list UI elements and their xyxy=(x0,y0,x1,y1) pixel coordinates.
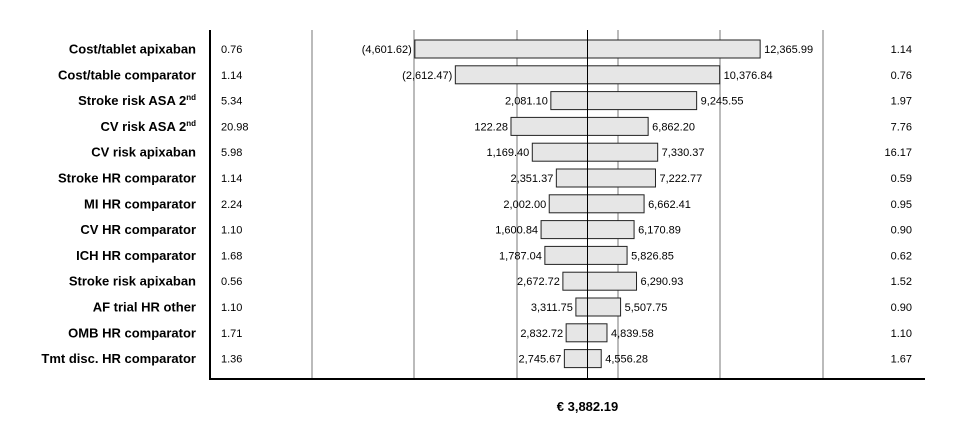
bar-high-label: 6,170.89 xyxy=(638,225,681,237)
tornado-bar xyxy=(550,91,698,111)
low-param-value: 1.36 xyxy=(221,354,242,366)
bar-high-label: 6,662.41 xyxy=(648,199,691,211)
base-value-label: € 3,882.19 xyxy=(557,399,618,414)
high-param-value: 0.90 xyxy=(891,302,912,314)
bar-low-label: 2,351.37 xyxy=(511,173,554,185)
bar-low-label: 2,081.10 xyxy=(505,96,548,108)
bar-high-label: 10,376.84 xyxy=(724,70,773,82)
low-param-value: 1.10 xyxy=(221,225,242,237)
low-param-value: 0.76 xyxy=(221,44,242,56)
tornado-bar xyxy=(565,323,608,343)
high-param-value: 0.62 xyxy=(891,250,912,262)
row-label: AF trial HR other xyxy=(93,300,196,315)
row-label: Cost/tablet apixaban xyxy=(69,42,196,57)
bar-high-label: 6,862.20 xyxy=(652,121,695,133)
tornado-bar xyxy=(563,349,602,369)
low-param-value: 5.98 xyxy=(221,147,242,159)
bar-low-label: 1,600.84 xyxy=(495,225,538,237)
row-label: Stroke HR comparator xyxy=(58,171,196,186)
tornado-bar xyxy=(548,194,645,214)
grid-lines xyxy=(311,30,824,379)
row-label: MI HR comparator xyxy=(84,196,196,211)
tornado-bar xyxy=(562,271,638,291)
low-param-value: 1.14 xyxy=(221,173,242,185)
low-param-value: 1.14 xyxy=(221,70,242,82)
high-param-value: 1.67 xyxy=(891,354,912,366)
bar-high-label: 6,290.93 xyxy=(641,276,684,288)
row-label: CV risk apixaban xyxy=(91,145,196,160)
bar-low-label: 2,672.72 xyxy=(517,276,560,288)
high-param-value: 16.17 xyxy=(884,147,912,159)
low-param-value: 1.71 xyxy=(221,328,242,340)
tornado-bar xyxy=(555,168,656,188)
bar-low-label: 2,002.00 xyxy=(503,199,546,211)
high-param-value: 1.14 xyxy=(891,44,912,56)
low-param-value: 1.10 xyxy=(221,302,242,314)
bar-low-label: (4,601.62) xyxy=(362,44,412,56)
labels-group: Cost/tablet apixaban 0.76 1.14 (4,601.62) 12… xyxy=(41,42,912,367)
bar-low-label: 1,169.40 xyxy=(486,147,529,159)
row-label: ICH HR comparator xyxy=(76,248,196,263)
bar-high-label: 12,365.99 xyxy=(764,44,813,56)
high-param-value: 0.95 xyxy=(891,199,912,211)
tornado-bar xyxy=(510,116,649,136)
tornado-bar xyxy=(544,245,628,265)
bar-high-label: 7,222.77 xyxy=(659,173,702,185)
bar-high-label: 5,826.85 xyxy=(631,250,674,262)
row-label: CV risk ASA 2nd xyxy=(100,119,196,134)
high-param-value: 0.76 xyxy=(891,70,912,82)
row-label: CV HR comparator xyxy=(80,222,196,237)
high-param-value: 1.10 xyxy=(891,328,912,340)
axes-group xyxy=(209,30,925,380)
bar-low-label: 1,787.04 xyxy=(499,250,542,262)
low-param-value: 5.34 xyxy=(221,96,242,108)
high-param-value: 1.97 xyxy=(891,96,912,108)
bar-high-label: 7,330.37 xyxy=(662,147,705,159)
high-param-value: 0.59 xyxy=(891,173,912,185)
high-param-value: 1.52 xyxy=(891,276,912,288)
bar-low-label: 122.28 xyxy=(474,121,508,133)
high-param-value: 0.90 xyxy=(891,225,912,237)
tornado-bar xyxy=(575,297,622,317)
row-label: Cost/table comparator xyxy=(58,67,196,82)
row-label: Stroke risk ASA 2nd xyxy=(78,93,196,108)
row-label: Stroke risk apixaban xyxy=(69,274,196,289)
low-param-value: 20.98 xyxy=(221,121,249,133)
bar-high-label: 9,245.55 xyxy=(701,96,744,108)
bar-high-label: 4,839.58 xyxy=(611,328,654,340)
row-label: Tmt disc. HR comparator xyxy=(41,351,196,366)
row-label: OMB HR comparator xyxy=(68,325,196,340)
bar-low-label: (2,612.47) xyxy=(402,70,452,82)
bar-high-label: 5,507.75 xyxy=(625,302,668,314)
low-param-value: 2.24 xyxy=(221,199,242,211)
high-param-value: 7.76 xyxy=(891,121,912,133)
low-param-value: 1.68 xyxy=(221,250,242,262)
bar-low-label: 3,311.75 xyxy=(531,302,573,314)
bar-low-label: 2,832.72 xyxy=(520,328,563,340)
tornado-bar xyxy=(531,142,659,162)
bar-high-label: 4,556.28 xyxy=(605,354,648,366)
bar-low-label: 2,745.67 xyxy=(519,354,562,366)
low-param-value: 0.56 xyxy=(221,276,242,288)
